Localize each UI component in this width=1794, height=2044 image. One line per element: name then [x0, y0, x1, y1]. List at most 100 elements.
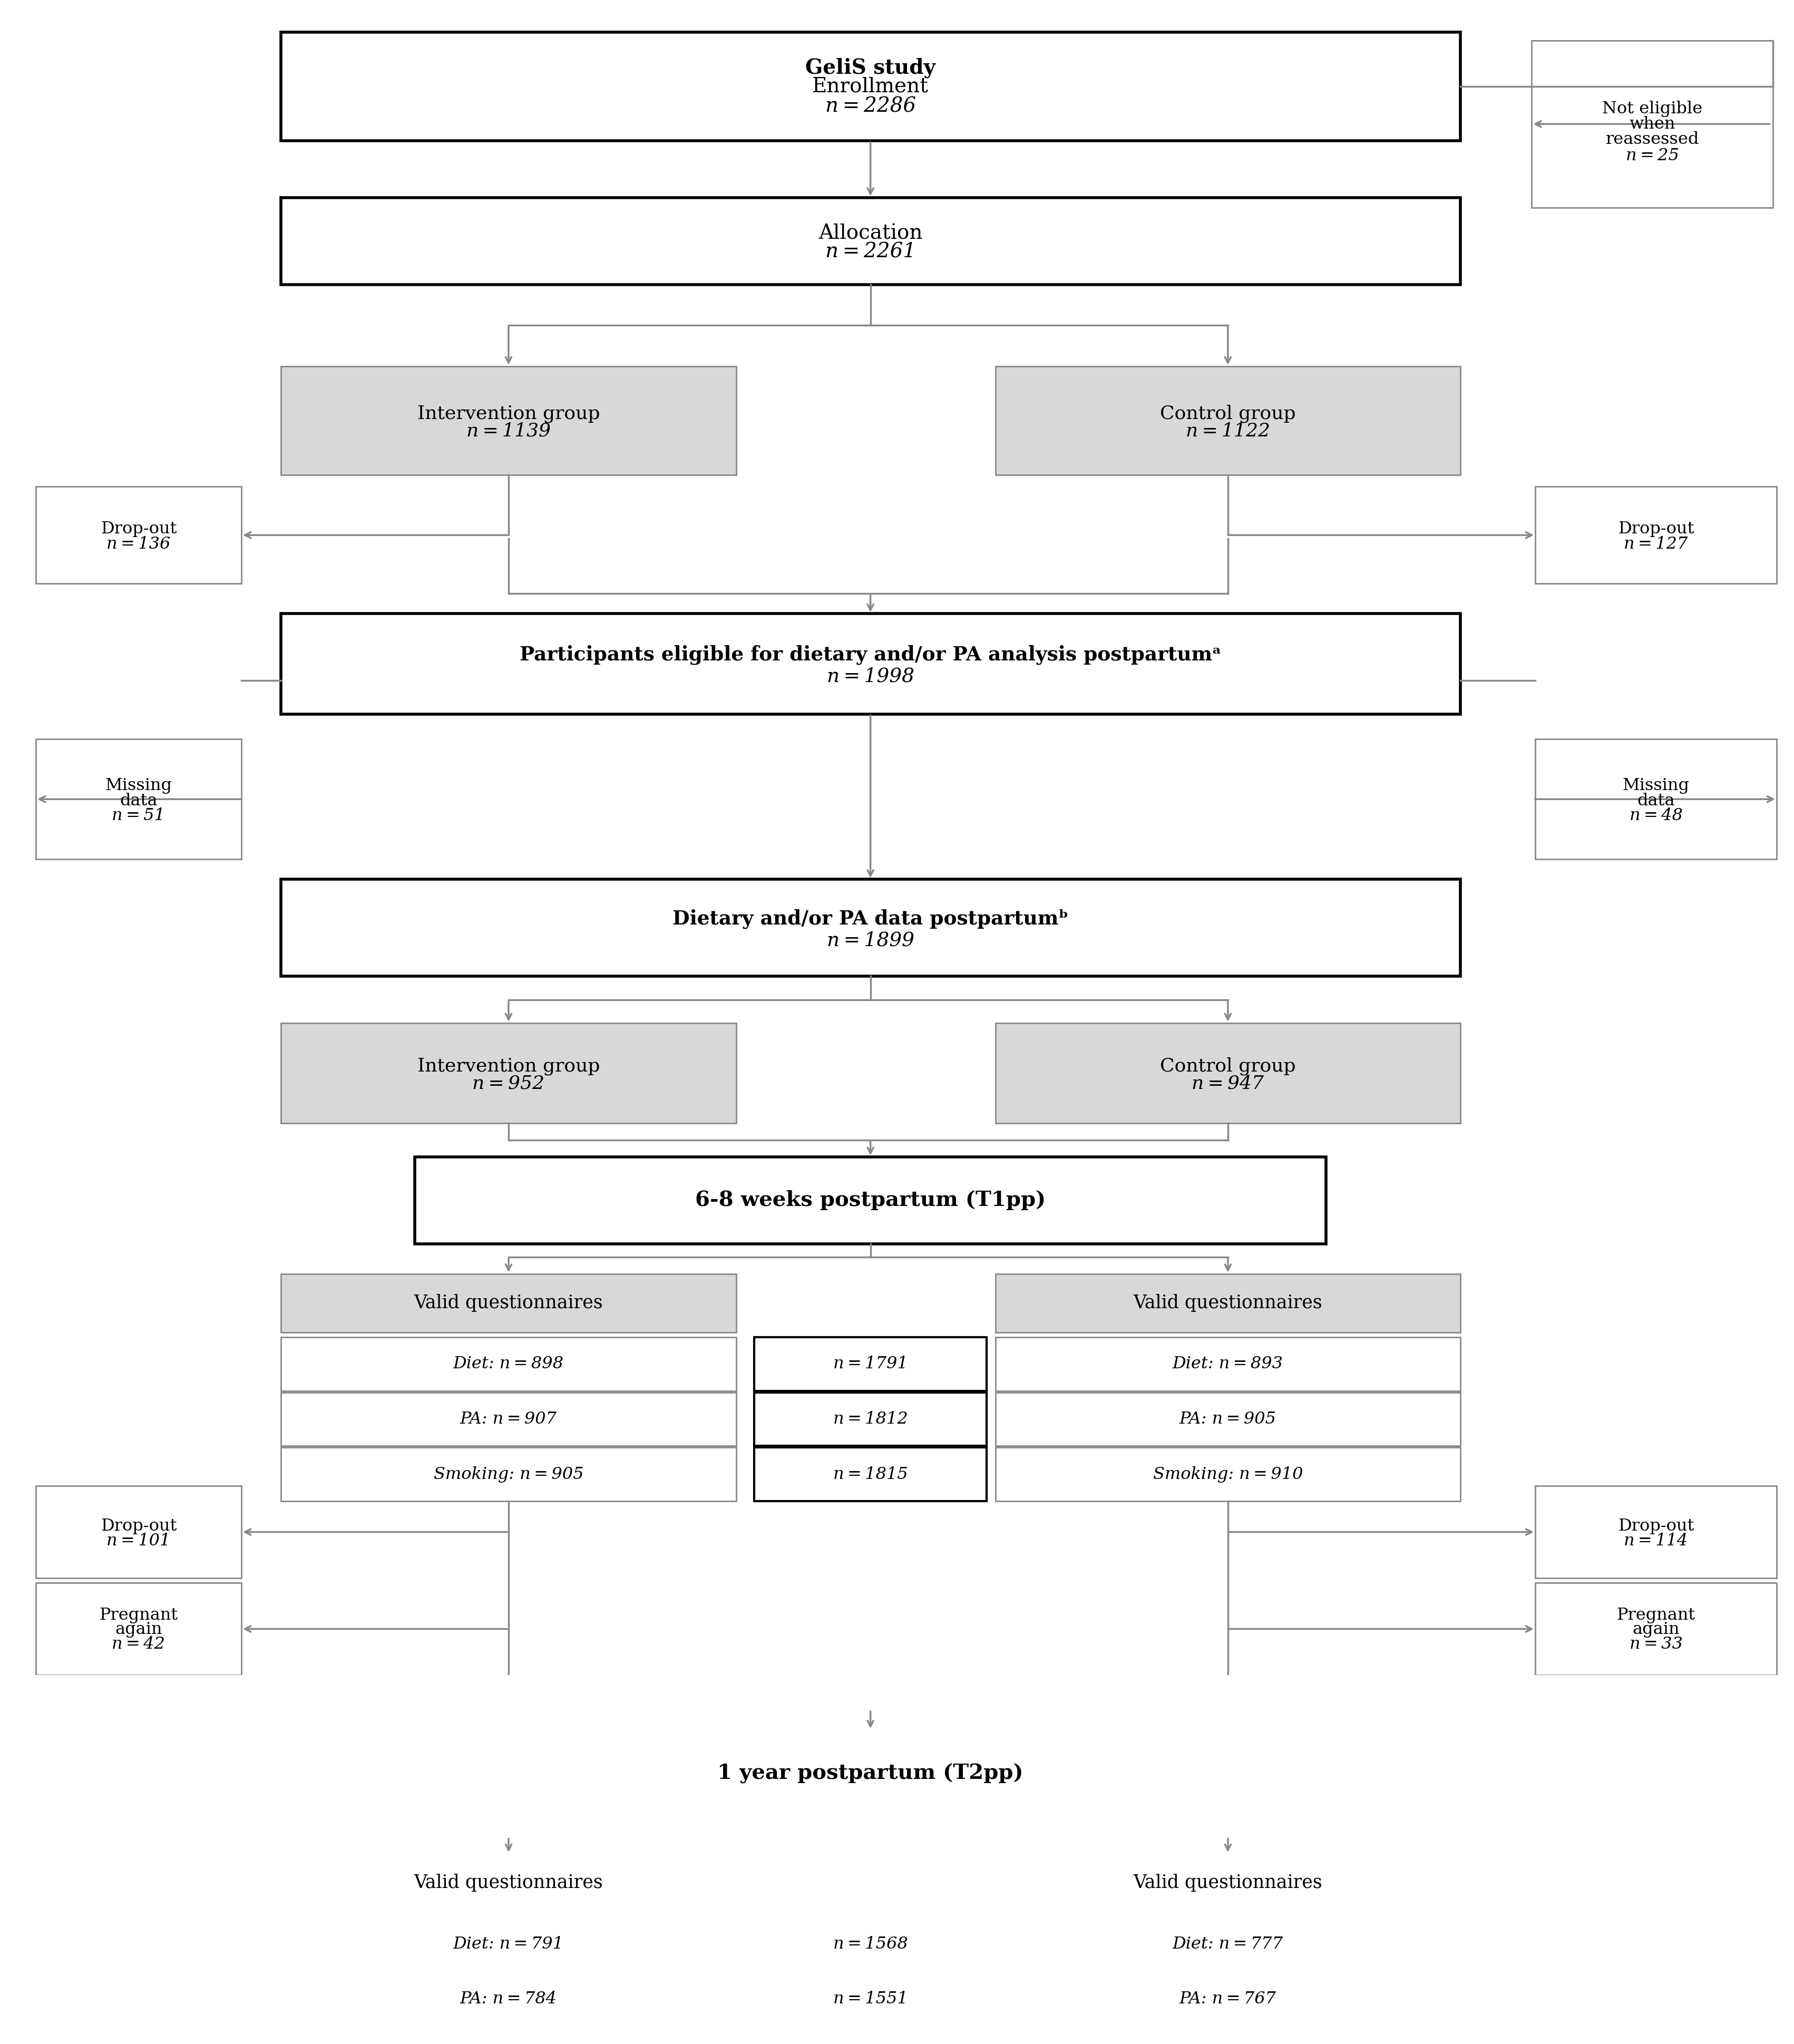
FancyBboxPatch shape	[996, 1273, 1460, 1333]
FancyBboxPatch shape	[280, 1854, 736, 1913]
Text: data: data	[120, 793, 158, 809]
Text: Participants eligible for dietary and/or PA analysis postpartumᵃ: Participants eligible for dietary and/or…	[520, 646, 1222, 664]
Text: n = 1899: n = 1899	[827, 930, 913, 950]
FancyBboxPatch shape	[996, 1024, 1460, 1124]
Text: n = 48: n = 48	[1629, 807, 1683, 824]
Text: PA: n = 767: PA: n = 767	[1179, 1991, 1276, 2007]
FancyBboxPatch shape	[36, 740, 240, 858]
FancyBboxPatch shape	[280, 198, 1460, 284]
FancyBboxPatch shape	[36, 486, 240, 585]
Text: 6-8 weeks postpartum (T1pp): 6-8 weeks postpartum (T1pp)	[694, 1190, 1046, 1210]
FancyBboxPatch shape	[36, 1582, 240, 1674]
Text: 1 year postpartum (T2pp): 1 year postpartum (T2pp)	[718, 1764, 1023, 1784]
FancyBboxPatch shape	[280, 1972, 736, 2026]
Text: Drop-out: Drop-out	[1618, 1519, 1694, 1535]
FancyBboxPatch shape	[280, 613, 1460, 713]
FancyBboxPatch shape	[753, 1972, 987, 2026]
FancyBboxPatch shape	[1536, 486, 1776, 585]
FancyBboxPatch shape	[996, 2028, 1460, 2044]
Text: PA: n = 907: PA: n = 907	[459, 1410, 556, 1427]
Text: Valid questionnaires: Valid questionnaires	[414, 1874, 603, 1893]
Text: n = 2261: n = 2261	[825, 243, 915, 262]
Text: PA: n = 784: PA: n = 784	[459, 1991, 556, 2007]
Text: Smoking: n = 905: Smoking: n = 905	[434, 1466, 583, 1482]
FancyBboxPatch shape	[753, 1392, 987, 1445]
Text: n = 1815: n = 1815	[832, 1466, 908, 1482]
Text: Missing: Missing	[106, 777, 172, 793]
Text: n = 101: n = 101	[106, 1533, 170, 1549]
Text: n = 42: n = 42	[111, 1635, 165, 1652]
Text: n = 1998: n = 1998	[827, 666, 913, 685]
Text: n = 952: n = 952	[472, 1075, 545, 1091]
Text: again: again	[1633, 1621, 1679, 1637]
Text: n = 1551: n = 1551	[832, 1991, 908, 2007]
FancyBboxPatch shape	[280, 366, 736, 474]
Text: Valid questionnaires: Valid questionnaires	[1134, 1874, 1322, 1893]
Text: n = 114: n = 114	[1624, 1533, 1688, 1549]
Text: Dietary and/or PA data postpartumᵇ: Dietary and/or PA data postpartumᵇ	[673, 910, 1067, 928]
FancyBboxPatch shape	[1536, 1582, 1776, 1674]
Text: GeliS study: GeliS study	[806, 57, 935, 78]
Text: Pregnant: Pregnant	[1616, 1607, 1695, 1623]
Text: n = 33: n = 33	[1629, 1635, 1683, 1652]
Text: Valid questionnaires: Valid questionnaires	[414, 1294, 603, 1312]
FancyBboxPatch shape	[996, 1854, 1460, 1913]
Text: Drop-out: Drop-out	[1618, 521, 1694, 538]
Text: n = 127: n = 127	[1624, 536, 1688, 552]
Text: Smoking: n = 910: Smoking: n = 910	[1152, 1466, 1302, 1482]
FancyBboxPatch shape	[996, 1447, 1460, 1500]
Text: Not eligible: Not eligible	[1602, 100, 1703, 117]
FancyBboxPatch shape	[996, 1392, 1460, 1445]
Text: Diet: n = 898: Diet: n = 898	[454, 1355, 563, 1372]
Text: PA: n = 905: PA: n = 905	[1179, 1410, 1276, 1427]
Text: Control group: Control group	[1159, 405, 1295, 423]
Text: Diet: n = 777: Diet: n = 777	[1171, 1936, 1283, 1952]
Text: Intervention group: Intervention group	[418, 1057, 599, 1075]
FancyBboxPatch shape	[753, 1337, 987, 1390]
Text: Drop-out: Drop-out	[100, 521, 176, 538]
FancyBboxPatch shape	[280, 1917, 736, 1970]
Text: again: again	[115, 1621, 161, 1637]
FancyBboxPatch shape	[1536, 740, 1776, 858]
FancyBboxPatch shape	[1532, 41, 1772, 208]
Text: n = 1568: n = 1568	[832, 1936, 908, 1952]
Text: data: data	[1636, 793, 1674, 809]
Text: Missing: Missing	[1622, 777, 1688, 793]
FancyBboxPatch shape	[414, 1729, 1326, 1817]
FancyBboxPatch shape	[280, 1024, 736, 1124]
Text: Intervention group: Intervention group	[418, 405, 599, 423]
FancyBboxPatch shape	[280, 1273, 736, 1333]
Text: Control group: Control group	[1159, 1057, 1295, 1075]
FancyBboxPatch shape	[996, 1917, 1460, 1970]
Text: n = 1791: n = 1791	[832, 1355, 908, 1372]
FancyBboxPatch shape	[996, 1972, 1460, 2026]
FancyBboxPatch shape	[1536, 1486, 1776, 1578]
Text: n = 51: n = 51	[111, 807, 165, 824]
Text: n = 25: n = 25	[1625, 147, 1679, 164]
Text: Allocation: Allocation	[818, 225, 922, 243]
Text: Valid questionnaires: Valid questionnaires	[1134, 1294, 1322, 1312]
FancyBboxPatch shape	[753, 1447, 987, 1500]
Text: when: when	[1629, 117, 1676, 133]
FancyBboxPatch shape	[280, 33, 1460, 141]
Text: Enrollment: Enrollment	[813, 76, 927, 96]
FancyBboxPatch shape	[996, 366, 1460, 474]
Text: Diet: n = 791: Diet: n = 791	[454, 1936, 563, 1952]
FancyBboxPatch shape	[280, 1447, 736, 1500]
FancyBboxPatch shape	[36, 1486, 240, 1578]
Text: Drop-out: Drop-out	[100, 1519, 176, 1535]
Text: n = 136: n = 136	[106, 536, 170, 552]
FancyBboxPatch shape	[280, 879, 1460, 977]
FancyBboxPatch shape	[280, 1337, 736, 1390]
Text: n = 1122: n = 1122	[1186, 421, 1270, 439]
Text: n = 947: n = 947	[1191, 1075, 1263, 1091]
Text: n = 1812: n = 1812	[832, 1410, 908, 1427]
FancyBboxPatch shape	[996, 1337, 1460, 1390]
FancyBboxPatch shape	[753, 1917, 987, 1970]
Text: n = 2286: n = 2286	[825, 96, 915, 117]
FancyBboxPatch shape	[280, 2028, 736, 2044]
Text: n = 1139: n = 1139	[466, 421, 551, 439]
Text: Diet: n = 893: Diet: n = 893	[1171, 1355, 1283, 1372]
Text: reassessed: reassessed	[1606, 131, 1699, 147]
Text: Pregnant: Pregnant	[99, 1607, 178, 1623]
